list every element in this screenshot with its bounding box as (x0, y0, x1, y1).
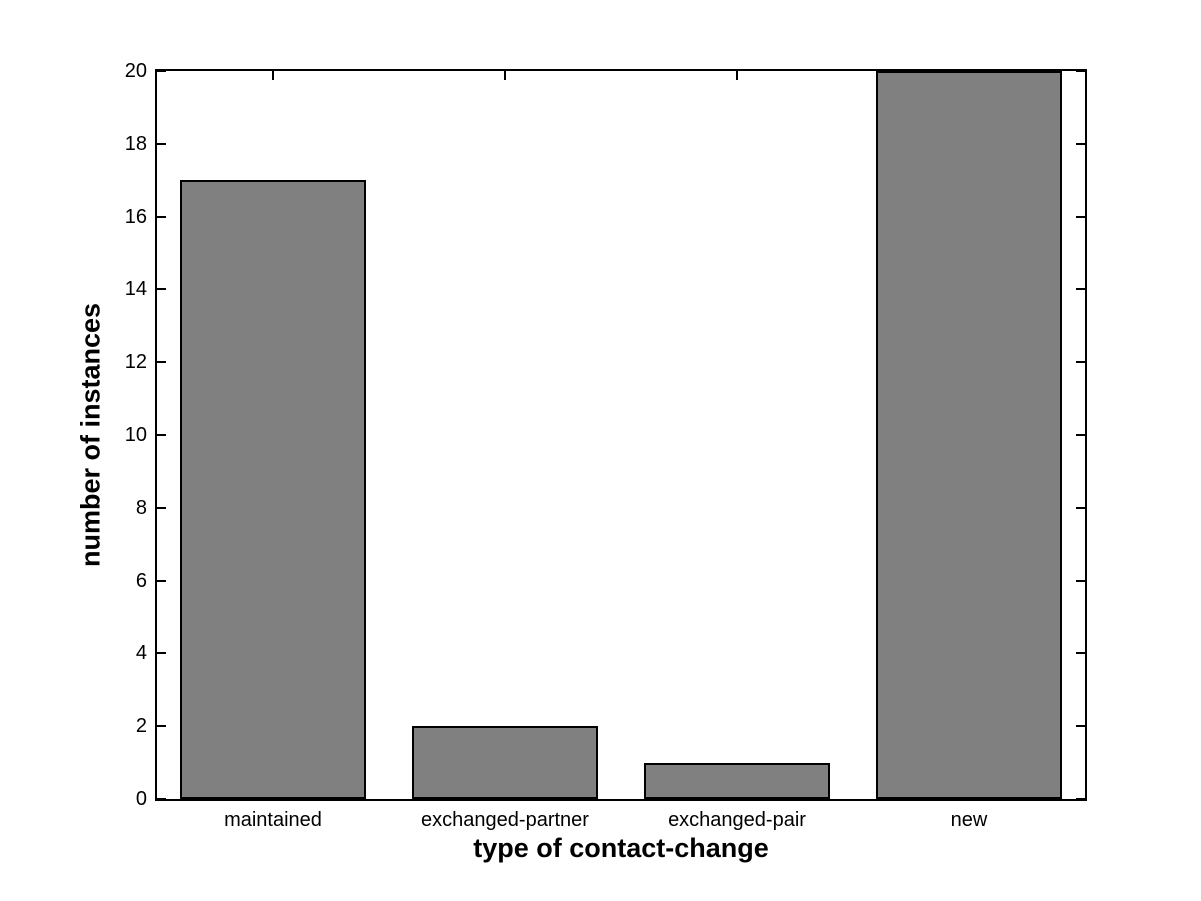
x-tick-label: exchanged-pair (668, 809, 806, 831)
y-tick-mark-right (1076, 725, 1085, 727)
y-tick-label: 18 (124, 133, 147, 155)
x-tick-mark-top (272, 71, 274, 80)
y-tick-label: 8 (135, 497, 147, 519)
plot-area (155, 69, 1087, 801)
y-tick-label: 20 (124, 60, 147, 82)
y-tick-mark-left (157, 580, 166, 582)
bar-new (876, 71, 1062, 799)
y-tick-label: 4 (135, 642, 147, 664)
bar-maintained (180, 180, 366, 799)
y-tick-label: 14 (124, 278, 147, 300)
y-tick-mark-left (157, 798, 166, 800)
y-tick-mark-right (1076, 361, 1085, 363)
y-tick-label: 6 (135, 570, 147, 592)
y-tick-mark-right (1076, 143, 1085, 145)
y-tick-label: 0 (135, 788, 147, 810)
y-tick-mark-right (1076, 798, 1085, 800)
y-tick-mark-left (157, 70, 166, 72)
y-tick-mark-right (1076, 70, 1085, 72)
y-tick-label: 10 (124, 424, 147, 446)
y-tick-mark-left (157, 434, 166, 436)
x-axis-label: type of contact-change (473, 833, 769, 863)
y-tick-mark-left (157, 507, 166, 509)
x-tick-label: maintained (224, 809, 322, 831)
y-tick-mark-right (1076, 580, 1085, 582)
x-tick-mark-top (736, 71, 738, 80)
x-tick-mark-top (504, 71, 506, 80)
y-tick-mark-right (1076, 288, 1085, 290)
y-tick-mark-right (1076, 507, 1085, 509)
bar-exchanged-partner (412, 726, 598, 799)
y-tick-mark-left (157, 361, 166, 363)
y-tick-mark-right (1076, 652, 1085, 654)
y-tick-mark-right (1076, 216, 1085, 218)
y-tick-mark-left (157, 652, 166, 654)
y-tick-mark-right (1076, 434, 1085, 436)
x-tick-label: exchanged-partner (421, 809, 589, 831)
bar-exchanged-pair (644, 763, 830, 799)
x-tick-label: new (950, 809, 988, 831)
y-tick-mark-left (157, 288, 166, 290)
y-tick-label: 2 (135, 715, 147, 737)
y-tick-mark-left (157, 725, 166, 727)
y-tick-label: 16 (124, 206, 147, 228)
y-tick-mark-left (157, 216, 166, 218)
y-tick-label: 12 (124, 351, 147, 373)
y-tick-mark-left (157, 143, 166, 145)
